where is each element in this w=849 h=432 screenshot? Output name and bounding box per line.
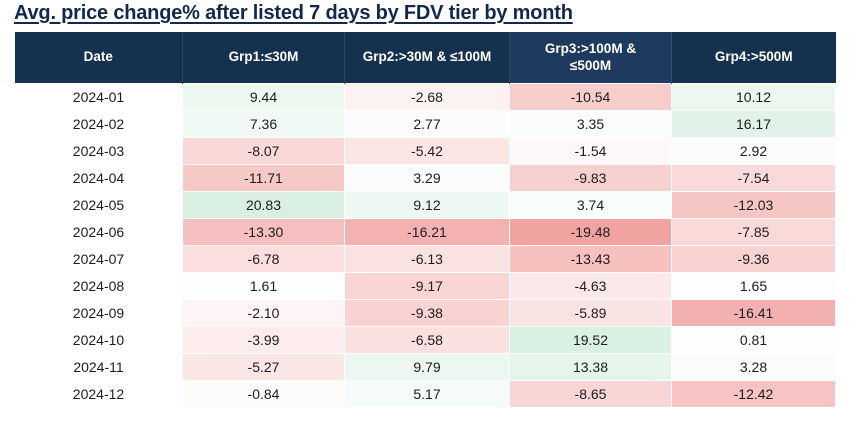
value-cell: -16.21 — [344, 218, 510, 246]
date-cell: 2024-09 — [14, 299, 183, 327]
date-cell: 2024-07 — [14, 245, 183, 273]
value-cell: -7.85 — [671, 218, 836, 246]
table-row: 2024-12 -0.84 5.17 -8.65 -12.42 — [14, 380, 836, 408]
value-cell: -13.43 — [509, 245, 672, 273]
value-cell: 9.44 — [182, 83, 345, 111]
value-cell: -9.38 — [344, 299, 510, 327]
date-cell: 2024-01 — [14, 83, 183, 111]
column-header-grp1: Grp1:≤30M — [182, 32, 345, 84]
table-row: 2024-08 1.61 -9.17 -4.63 1.65 — [14, 272, 836, 300]
date-cell: 2024-11 — [14, 353, 183, 381]
value-cell: -16.41 — [671, 299, 836, 327]
table-row: 2024-09 -2.10 -9.38 -5.89 -16.41 — [14, 299, 836, 327]
column-header-grp2: Grp2:>30M & ≤100M — [344, 32, 510, 84]
column-header-label: Date — [83, 49, 113, 65]
value-cell: 1.65 — [671, 272, 836, 300]
value-cell: -5.89 — [509, 299, 672, 327]
value-cell: -6.78 — [182, 245, 345, 273]
column-header-grp3: Grp3:>100M & ≤500M — [509, 32, 672, 84]
table-row: 2024-06 -13.30 -16.21 -19.48 -7.85 — [14, 218, 836, 246]
value-cell: -5.42 — [344, 137, 510, 165]
value-cell: 0.81 — [671, 326, 836, 354]
value-cell: -5.27 — [182, 353, 345, 381]
table-row: 2024-04 -11.71 3.29 -9.83 -7.54 — [14, 164, 836, 192]
date-cell: 2024-05 — [14, 191, 183, 219]
value-cell: -9.36 — [671, 245, 836, 273]
value-cell: 3.28 — [671, 353, 836, 381]
value-cell: 19.52 — [509, 326, 672, 354]
value-cell: 20.83 — [182, 191, 345, 219]
value-cell: -0.84 — [182, 380, 345, 408]
value-cell: -11.71 — [182, 164, 345, 192]
value-cell: 13.38 — [509, 353, 672, 381]
value-cell: -7.54 — [671, 164, 836, 192]
value-cell: 5.17 — [344, 380, 510, 408]
table-row: 2024-11 -5.27 9.79 13.38 3.28 — [14, 353, 836, 381]
date-cell: 2024-10 — [14, 326, 183, 354]
fdv-tier-heatmap-table: Date Grp1:≤30M Grp2:>30M & ≤100M Grp3:>100M… — [14, 32, 836, 408]
value-cell: 9.12 — [344, 191, 510, 219]
date-cell: 2024-06 — [14, 218, 183, 246]
value-cell: -1.54 — [509, 137, 672, 165]
value-cell: -9.83 — [509, 164, 672, 192]
column-header-label: Grp1:≤30M — [228, 49, 299, 65]
value-cell: -13.30 — [182, 218, 345, 246]
value-cell: -12.03 — [671, 191, 836, 219]
value-cell: -12.42 — [671, 380, 836, 408]
value-cell: 3.29 — [344, 164, 510, 192]
date-cell: 2024-12 — [14, 380, 183, 408]
table-row: 2024-01 9.44 -2.68 -10.54 10.12 — [14, 83, 836, 111]
date-cell: 2024-03 — [14, 137, 183, 165]
value-cell: -3.99 — [182, 326, 345, 354]
value-cell: 3.74 — [509, 191, 672, 219]
value-cell: -8.07 — [182, 137, 345, 165]
column-header-label: Grp2:>30M & ≤100M — [362, 49, 492, 65]
column-header-date: Date — [14, 32, 183, 84]
value-cell: 16.17 — [671, 110, 836, 138]
column-header-label: Grp3:>100M & ≤500M — [544, 40, 637, 73]
value-cell: -8.65 — [509, 380, 672, 408]
table-row: 2024-02 7.36 2.77 3.35 16.17 — [14, 110, 836, 138]
column-header-label: Grp4:>500M — [714, 49, 793, 65]
value-cell: 7.36 — [182, 110, 345, 138]
page-title: Avg. price change% after listed 7 days b… — [14, 2, 573, 24]
table-header: Date Grp1:≤30M Grp2:>30M & ≤100M Grp3:>100M… — [14, 32, 836, 84]
value-cell: 2.92 — [671, 137, 836, 165]
value-cell: 2.77 — [344, 110, 510, 138]
value-cell: -4.63 — [509, 272, 672, 300]
value-cell: 10.12 — [671, 83, 836, 111]
date-cell: 2024-04 — [14, 164, 183, 192]
value-cell: -19.48 — [509, 218, 672, 246]
value-cell: -2.68 — [344, 83, 510, 111]
value-cell: 3.35 — [509, 110, 672, 138]
table-row: 2024-03 -8.07 -5.42 -1.54 2.92 — [14, 137, 836, 165]
value-cell: 9.79 — [344, 353, 510, 381]
table-row: 2024-10 -3.99 -6.58 19.52 0.81 — [14, 326, 836, 354]
table-row: 2024-05 20.83 9.12 3.74 -12.03 — [14, 191, 836, 219]
value-cell: -9.17 — [344, 272, 510, 300]
table-row: 2024-07 -6.78 -6.13 -13.43 -9.36 — [14, 245, 836, 273]
value-cell: -6.13 — [344, 245, 510, 273]
table-body: 2024-01 9.44 -2.68 -10.54 10.12 2024-02 7.36 2.… — [14, 83, 836, 408]
value-cell: -6.58 — [344, 326, 510, 354]
table-header-row: Date Grp1:≤30M Grp2:>30M & ≤100M Grp3:>100M… — [14, 32, 836, 84]
date-cell: 2024-08 — [14, 272, 183, 300]
value-cell: 1.61 — [182, 272, 345, 300]
date-cell: 2024-02 — [14, 110, 183, 138]
value-cell: -10.54 — [509, 83, 672, 111]
value-cell: -2.10 — [182, 299, 345, 327]
column-header-grp4: Grp4:>500M — [671, 32, 836, 84]
